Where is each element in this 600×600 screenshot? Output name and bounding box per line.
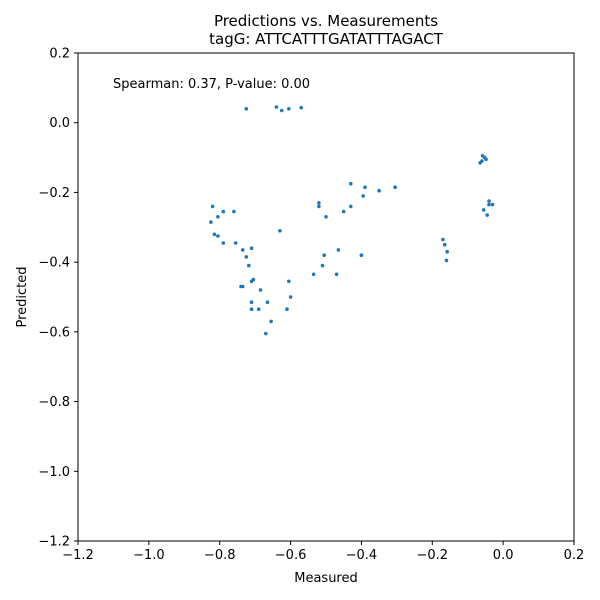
data-point-6 — [480, 159, 484, 163]
data-point-18 — [341, 209, 346, 214]
data-point-62 — [264, 331, 268, 336]
x-tick-label: 0.0 — [493, 548, 514, 563]
x-axis-label: Measured — [294, 571, 358, 586]
data-point-10 — [349, 181, 353, 186]
y-tick-label: 0.2 — [49, 47, 70, 62]
y-axis-label: Predicted — [15, 266, 30, 327]
x-tick-label: −0.4 — [346, 548, 378, 563]
y-tick-label: −0.8 — [38, 395, 70, 410]
y-tick-label: −0.6 — [38, 325, 70, 340]
data-point-32 — [244, 255, 249, 259]
data-point-40 — [442, 242, 447, 247]
data-point-9 — [484, 157, 488, 162]
data-point-34 — [487, 199, 491, 203]
data-point-58 — [249, 307, 254, 312]
x-tick-label: −0.8 — [204, 548, 236, 563]
data-point-41 — [445, 249, 450, 254]
y-tick-label: 0.0 — [49, 116, 70, 131]
data-point-56 — [249, 300, 254, 305]
data-point-17 — [349, 204, 353, 209]
data-points — [209, 105, 495, 336]
data-point-45 — [359, 253, 364, 257]
data-point-53 — [239, 284, 243, 289]
data-point-44 — [322, 253, 327, 257]
data-point-57 — [265, 300, 270, 305]
spearman-annotation: Spearman: 0.37, P-value: 0.00 — [113, 77, 310, 92]
x-tick-label: −0.6 — [275, 548, 307, 563]
y-tick-label: −0.4 — [38, 256, 70, 271]
data-point-48 — [334, 272, 339, 277]
data-point-26 — [212, 232, 217, 237]
data-point-43 — [336, 248, 341, 252]
data-point-50 — [249, 279, 254, 284]
data-point-51 — [287, 279, 291, 284]
data-point-60 — [285, 307, 289, 312]
plot-frame — [77, 52, 575, 542]
data-point-42 — [444, 258, 449, 263]
x-axis-ticks: −1.2 −1.0 −0.8 −0.6 −0.4 −0.2 0.0 0.2 — [62, 541, 584, 563]
data-point-59 — [256, 307, 261, 312]
data-point-28 — [221, 241, 226, 245]
data-point-47 — [311, 272, 316, 277]
data-point-46 — [320, 263, 325, 268]
data-point-0 — [244, 107, 249, 111]
data-point-16 — [317, 204, 321, 209]
data-point-19 — [324, 215, 328, 219]
data-point-38 — [485, 213, 490, 217]
data-point-39 — [441, 237, 445, 242]
data-point-25 — [278, 229, 282, 233]
data-point-37 — [481, 208, 486, 212]
y-axis-ticks: 0.2 0.0 −0.2 −0.4 −0.6 −0.8 −1.0 −1.2 — [38, 47, 78, 550]
x-tick-label: −1.2 — [62, 548, 94, 563]
data-point-54 — [258, 288, 263, 292]
data-point-1 — [274, 105, 279, 109]
data-point-27 — [216, 234, 220, 238]
x-tick-label: 0.2 — [564, 548, 585, 563]
y-tick-label: −1.0 — [38, 465, 70, 480]
data-point-23 — [216, 215, 220, 219]
y-tick-label: −1.2 — [38, 535, 70, 550]
data-point-12 — [377, 188, 381, 193]
chart-subtitle: tagG: ATTCATTTGATATTTAGACT — [209, 30, 444, 48]
data-point-36 — [490, 202, 495, 207]
data-point-35 — [487, 202, 491, 207]
data-point-30 — [240, 248, 245, 252]
data-point-33 — [247, 263, 251, 268]
data-point-13 — [393, 185, 397, 189]
data-point-2 — [279, 108, 284, 113]
data-point-21 — [221, 209, 226, 214]
data-point-15 — [317, 201, 321, 205]
data-point-14 — [361, 194, 366, 198]
data-point-22 — [232, 209, 236, 214]
data-point-4 — [299, 105, 304, 110]
data-point-24 — [209, 220, 213, 224]
data-point-11 — [363, 185, 367, 189]
data-point-61 — [269, 319, 273, 324]
y-tick-label: −0.2 — [38, 186, 70, 201]
data-point-55 — [288, 295, 293, 299]
x-tick-label: −1.0 — [133, 548, 165, 563]
data-point-3 — [287, 107, 291, 111]
data-point-20 — [210, 204, 215, 209]
x-tick-label: −0.2 — [416, 548, 448, 563]
data-point-29 — [233, 241, 238, 245]
chart-title: Predictions vs. Measurements — [214, 12, 438, 30]
data-point-31 — [249, 246, 254, 250]
